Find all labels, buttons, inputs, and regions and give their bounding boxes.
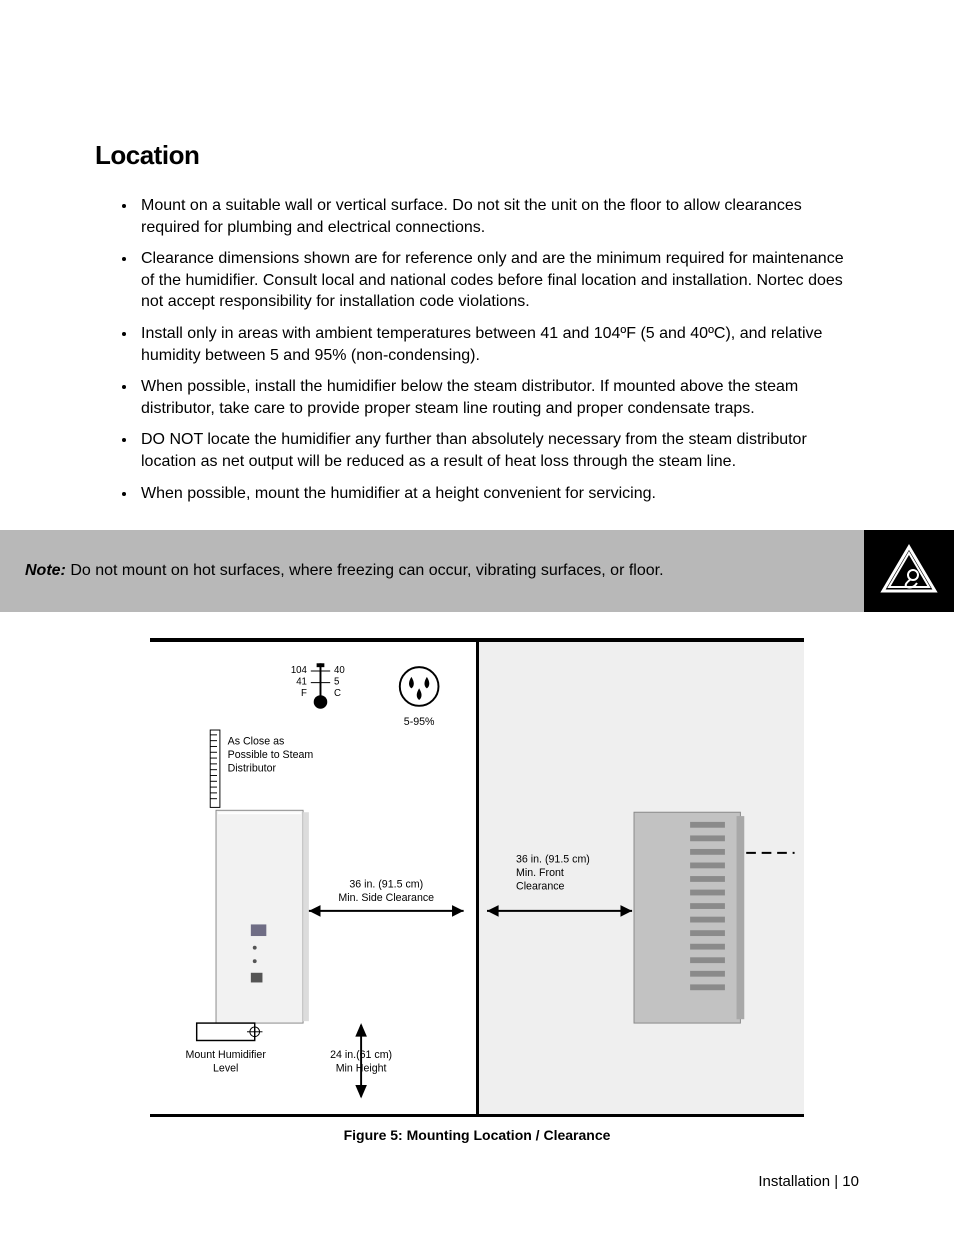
close-text-3: Distributor [228,762,277,774]
page-footer: Installation | 10 [95,1173,859,1190]
humidity-icon [400,667,439,706]
ruler-icon [210,730,220,807]
figure-caption: Figure 5: Mounting Location / Clearance [95,1127,859,1143]
note-text: Note: Do not mount on hot surfaces, wher… [25,560,834,582]
temp-f-unit: F [301,688,307,699]
list-item: Clearance dimensions shown are for refer… [137,248,859,313]
height-2: Min Height [336,1062,387,1074]
close-text-2: Possible to Steam [228,749,314,761]
close-text-1: As Close as [228,735,285,747]
front-clear-2: Min. Front [516,867,564,879]
figure-right-panel: 36 in. (91.5 cm) Min. Front Clearance [479,642,805,1114]
note-body: Do not mount on hot surfaces, where free… [70,562,663,579]
humidity-range: 5-95% [404,716,435,728]
list-item: When possible, mount the humidifier at a… [137,483,859,505]
temp-f-low: 41 [296,676,307,687]
level-text-2: Level [213,1062,238,1074]
page-heading: Location [95,140,859,171]
list-item: Install only in areas with ambient tempe… [137,323,859,366]
figure-5-diagram: 104 41 F 40 5 C 5-95% [150,638,804,1117]
temp-c-high: 40 [334,665,345,676]
level-text-1: Mount Humidifier [186,1049,267,1061]
note-label: Note: [25,562,66,579]
front-clear-3: Clearance [516,880,565,892]
temp-f-high: 104 [291,665,308,676]
temp-c-unit: C [334,688,341,699]
list-item: Mount on a suitable wall or vertical sur… [137,195,859,238]
thermometer-icon [311,663,330,708]
service-warning-icon [864,530,954,612]
front-clear-1: 36 in. (91.5 cm) [516,853,590,865]
side-clear-1: 36 in. (91.5 cm) [349,878,423,890]
list-item: When possible, install the humidifier be… [137,376,859,419]
height-1: 24 in.(61 cm) [330,1049,392,1061]
list-item: DO NOT locate the humidifier any further… [137,429,859,472]
side-clear-2: Min. Side Clearance [338,892,434,904]
location-bullet-list: Mount on a suitable wall or vertical sur… [137,195,859,504]
temp-c-low: 5 [334,676,339,687]
figure-left-panel: 104 41 F 40 5 C 5-95% [150,642,479,1114]
note-callout: Note: Do not mount on hot surfaces, wher… [0,530,954,612]
